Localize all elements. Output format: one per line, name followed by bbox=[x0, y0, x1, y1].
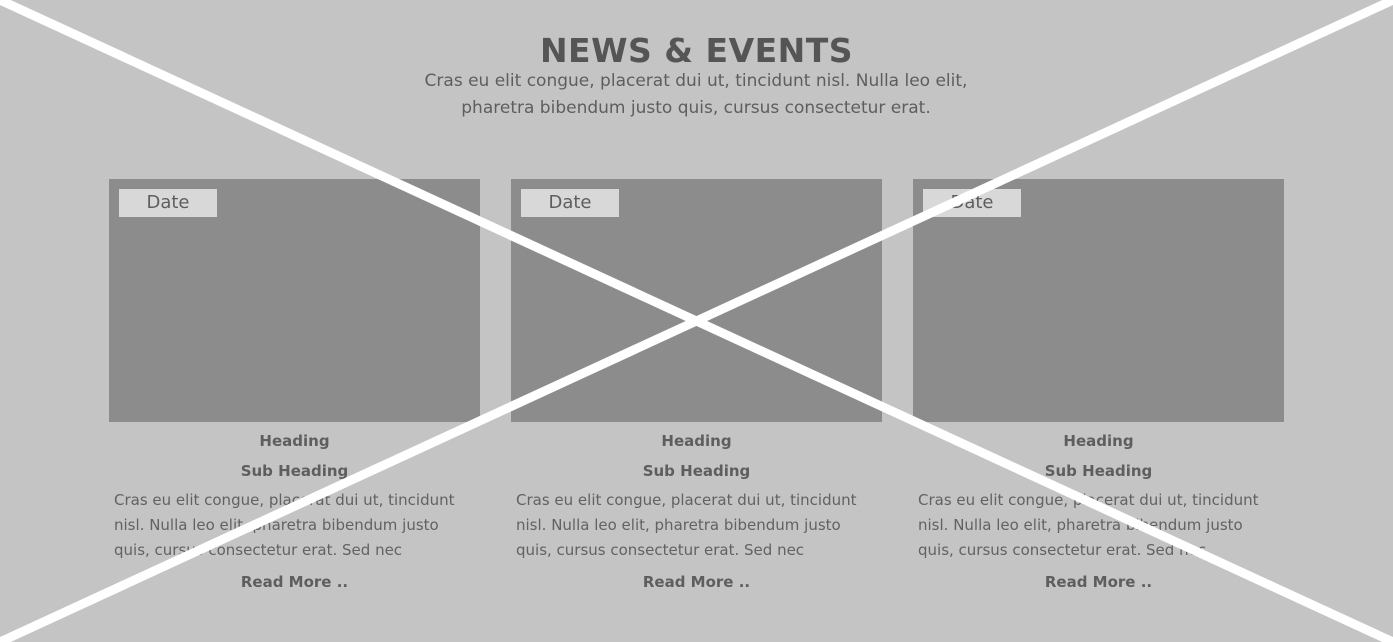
card-heading: Heading bbox=[259, 432, 330, 450]
card-body: Cras eu elit congue, placerat dui ut, ti… bbox=[918, 491, 1259, 559]
card-heading: Heading bbox=[1063, 432, 1134, 450]
card-body: Cras eu elit congue, placerat dui ut, ti… bbox=[516, 491, 857, 559]
card-subheading: Sub Heading bbox=[1044, 462, 1153, 480]
card-body: Cras eu elit congue, placerat dui ut, ti… bbox=[114, 491, 455, 559]
card-image-placeholder: Date bbox=[109, 179, 480, 422]
read-more-link[interactable]: Read More .. bbox=[1044, 573, 1153, 591]
card-subheading: Sub Heading bbox=[642, 462, 751, 480]
read-more-link[interactable]: Read More .. bbox=[642, 573, 751, 591]
section-intro: Cras eu elit congue, placerat dui ut, ti… bbox=[424, 71, 968, 118]
news-card: Date Heading Sub Heading Cras eu elit co… bbox=[913, 179, 1284, 599]
date-badge: Date bbox=[119, 189, 217, 217]
card-subheading: Sub Heading bbox=[240, 462, 349, 480]
news-card: Date Heading Sub Heading Cras eu elit co… bbox=[511, 179, 882, 599]
date-badge: Date bbox=[923, 189, 1021, 217]
date-badge: Date bbox=[521, 189, 619, 217]
card-heading: Heading bbox=[661, 432, 732, 450]
news-card: Date Heading Sub Heading Cras eu elit co… bbox=[109, 179, 480, 599]
card-image-placeholder: Date bbox=[913, 179, 1284, 422]
card-image-placeholder: Date bbox=[511, 179, 882, 422]
section-title: NEWS & EVENTS bbox=[539, 31, 854, 70]
read-more-link[interactable]: Read More .. bbox=[240, 573, 349, 591]
